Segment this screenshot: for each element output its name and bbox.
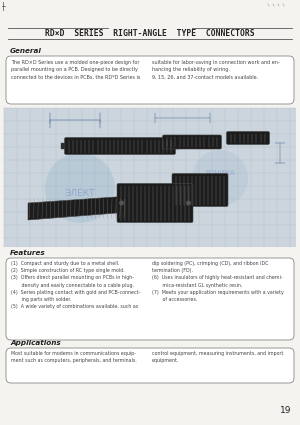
FancyBboxPatch shape bbox=[163, 135, 221, 149]
FancyBboxPatch shape bbox=[6, 56, 294, 104]
FancyBboxPatch shape bbox=[172, 173, 228, 207]
Circle shape bbox=[119, 201, 124, 206]
Bar bbox=[175, 143, 179, 149]
Text: control equipment, measuring instruments, and import
equipment.: control equipment, measuring instruments… bbox=[152, 351, 284, 363]
FancyBboxPatch shape bbox=[6, 258, 294, 340]
Text: РОНИКА: РОНИКА bbox=[205, 170, 235, 176]
Circle shape bbox=[45, 153, 115, 223]
Text: 19: 19 bbox=[280, 406, 291, 415]
Text: ЭЛЕКТ: ЭЛЕКТ bbox=[65, 189, 95, 198]
Bar bbox=[4, 108, 296, 247]
Polygon shape bbox=[28, 196, 130, 220]
Circle shape bbox=[186, 201, 191, 206]
FancyBboxPatch shape bbox=[6, 348, 294, 383]
Bar bbox=[61, 143, 65, 149]
Text: Applications: Applications bbox=[10, 340, 61, 346]
Text: Most suitable for modems in communications equip-
ment such as computers, periph: Most suitable for modems in communicatio… bbox=[11, 351, 137, 363]
FancyBboxPatch shape bbox=[226, 131, 269, 144]
Circle shape bbox=[192, 150, 248, 206]
Text: dip soldering (PC), crimping (CD), and ribbon IDC
termination (FD).
(6)  Uses in: dip soldering (PC), crimping (CD), and r… bbox=[152, 261, 284, 302]
Text: General: General bbox=[10, 48, 42, 54]
Text: (1)  Compact and sturdy due to a metal shell.
(2)  Simple construction of RC typ: (1) Compact and sturdy due to a metal sh… bbox=[11, 261, 140, 309]
Text: Features: Features bbox=[10, 250, 46, 256]
Text: suitable for labor-saving in connection work and en-
hancing the reliability of : suitable for labor-saving in connection … bbox=[152, 60, 280, 80]
FancyBboxPatch shape bbox=[64, 138, 176, 155]
Text: RD×D  SERIES  RIGHT-ANGLE  TYPE  CONNECTORS: RD×D SERIES RIGHT-ANGLE TYPE CONNECTORS bbox=[45, 28, 255, 37]
Text: The RD×D Series use a molded one-piece design for
parallel mounting on a PCB. De: The RD×D Series use a molded one-piece d… bbox=[11, 60, 140, 80]
FancyBboxPatch shape bbox=[117, 184, 193, 223]
